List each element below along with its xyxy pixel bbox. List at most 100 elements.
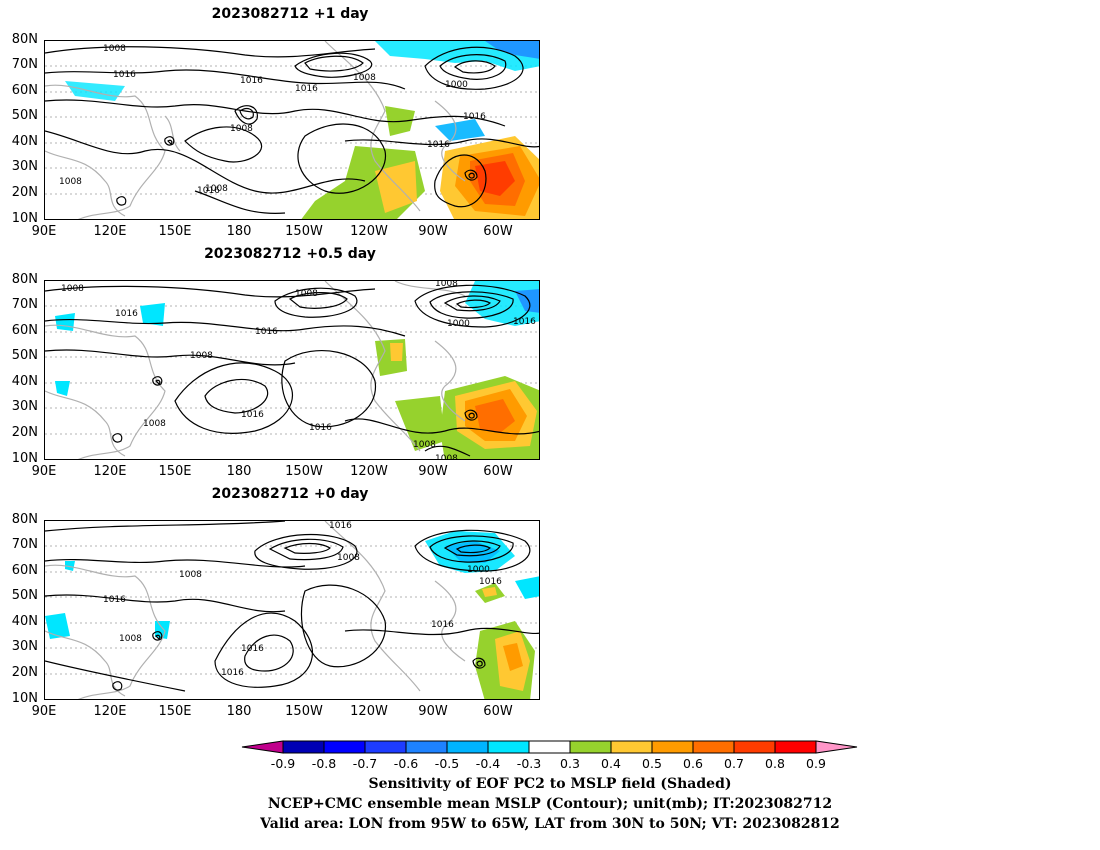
colorbar-swatch (733, 740, 776, 754)
lat-tick-label: 40N (11, 614, 38, 629)
colorbar-swatch (569, 740, 612, 754)
lat-tick-label: 30N (11, 399, 38, 414)
lon-tick-label: 150W (285, 464, 323, 479)
contour-label: 1016 (197, 186, 220, 196)
lon-tick-label: 120W (350, 704, 388, 719)
panel-3-map-svg: 1016 1008 1008 1016 1008 1016 1016 1000 … (45, 521, 539, 699)
lat-tick-label: 70N (11, 297, 38, 312)
contour-label: 1008 (119, 634, 142, 644)
colorbar-min-arrow (241, 740, 284, 754)
contour-label: 1016 (463, 112, 486, 122)
colorbar-swatch (364, 740, 407, 754)
colorbar-tick-label: -0.7 (352, 756, 378, 771)
contour-label: 1016 (221, 668, 244, 678)
coastlines (45, 521, 466, 699)
contour-labels: 1008 1016 1016 1008 1016 1008 1000 1016 … (59, 44, 486, 196)
lon-tick-label: 90W (418, 464, 448, 479)
panel-3-title: 2023082712 +0 day (211, 486, 369, 502)
lat-tick-label: 30N (11, 639, 38, 654)
lon-tick-label: 120E (93, 704, 127, 719)
lat-tick-label: 10N (11, 691, 38, 706)
contour-label: 1008 (413, 440, 436, 450)
lat-tick-label: 60N (11, 323, 38, 338)
contour-label: 1008 (337, 553, 360, 563)
contour-label: 1016 (115, 309, 138, 319)
contour-label: 1008 (435, 281, 458, 289)
colorbar-tick-label: 0.5 (642, 756, 662, 771)
lon-tick-label: 90W (418, 704, 448, 719)
contour-label: 1016 (255, 327, 278, 337)
sensitivity-shading (55, 281, 539, 459)
colorbar-tick-label: 0.6 (683, 756, 703, 771)
lat-tick-label: 40N (11, 134, 38, 149)
panel-2-map-svg: 1008 1016 1008 1008 1016 1008 1000 1016 … (45, 281, 539, 460)
panel-2-title: 2023082712 +0.5 day (204, 246, 376, 262)
lat-tick-label: 70N (11, 57, 38, 72)
contour-label: 1016 (329, 521, 352, 531)
lat-tick-label: 20N (11, 665, 38, 680)
colorbar-max-arrow (815, 740, 858, 754)
colorbar-swatch (487, 740, 530, 754)
lon-tick-label: 180 (226, 464, 252, 479)
mslp-contours (45, 284, 539, 457)
lon-tick-label: 120W (350, 224, 388, 239)
colorbar-tick-label: -0.8 (311, 756, 337, 771)
lat-tick-label: 50N (11, 108, 38, 123)
colorbar-tick-label: -0.4 (475, 756, 501, 771)
lat-tick-label: 50N (11, 588, 38, 603)
contour-label: 1016 (479, 577, 502, 587)
lon-tick-label: 150W (285, 704, 323, 719)
lat-tick-label: 70N (11, 537, 38, 552)
lat-tick-label: 80N (11, 32, 38, 47)
lat-tick-label: 20N (11, 425, 38, 440)
lat-tick-label: 20N (11, 185, 38, 200)
contour-label: 1008 (353, 73, 376, 83)
sensitivity-shading (45, 531, 539, 699)
lat-tick-label: 30N (11, 159, 38, 174)
contour-label: 1016 (431, 620, 454, 630)
contour-label: 1008 (230, 124, 253, 134)
contour-label: 1016 (240, 76, 263, 86)
contour-labels: 1008 1016 1008 1008 1016 1008 1000 1016 … (61, 281, 536, 460)
panel-2-map: 1008 1016 1008 1008 1016 1008 1000 1016 … (44, 280, 540, 460)
colorbar-tick-label: 0.3 (560, 756, 580, 771)
colorbar-swatch (651, 740, 694, 754)
sensitivity-shading (65, 41, 539, 219)
colorbar-swatch (323, 740, 366, 754)
lon-tick-label: 90E (31, 224, 57, 239)
contour-label: 1008 (205, 184, 228, 194)
lon-tick-label: 60W (483, 464, 513, 479)
mslp-contours (45, 521, 539, 692)
colorbar-tick-label: 0.4 (601, 756, 621, 771)
caption-line-1: Sensitivity of EOF PC2 to MSLP field (Sh… (368, 776, 732, 792)
contour-label: 1008 (59, 177, 82, 187)
contour-label: 1016 (241, 410, 264, 420)
contour-label: 1008 (103, 44, 126, 54)
lon-tick-label: 150E (158, 704, 192, 719)
lon-tick-label: 60W (483, 224, 513, 239)
contour-label: 1008 (295, 289, 318, 299)
contour-label: 1000 (467, 565, 490, 575)
contour-label: 1008 (143, 419, 166, 429)
panel-1-title: 2023082712 +1 day (211, 6, 369, 22)
colorbar-tick-label: -0.3 (516, 756, 542, 771)
lon-tick-label: 180 (226, 704, 252, 719)
lat-tick-label: 80N (11, 512, 38, 527)
colorbar-tick-label: 0.9 (806, 756, 826, 771)
contour-labels: 1016 1008 1008 1016 1008 1016 1016 1000 … (103, 521, 502, 678)
panel-1-map: 1008 1016 1016 1008 1016 1008 1000 1016 … (44, 40, 540, 220)
contour-label: 1000 (447, 319, 470, 329)
contour-label: 1008 (435, 454, 458, 460)
lat-tick-label: 60N (11, 83, 38, 98)
colorbar-swatch (774, 740, 817, 754)
contour-label: 1016 (295, 84, 318, 94)
contour-label: 1016 (427, 140, 450, 150)
lon-tick-label: 150W (285, 224, 323, 239)
lon-tick-label: 90E (31, 464, 57, 479)
contour-label: 1008 (190, 351, 213, 361)
lon-tick-label: 120W (350, 464, 388, 479)
colorbar-tick-label: -0.9 (270, 756, 296, 771)
caption-line-2: NCEP+CMC ensemble mean MSLP (Contour); u… (267, 796, 833, 812)
colorbar-swatch (528, 740, 571, 754)
lat-tick-label: 80N (11, 272, 38, 287)
